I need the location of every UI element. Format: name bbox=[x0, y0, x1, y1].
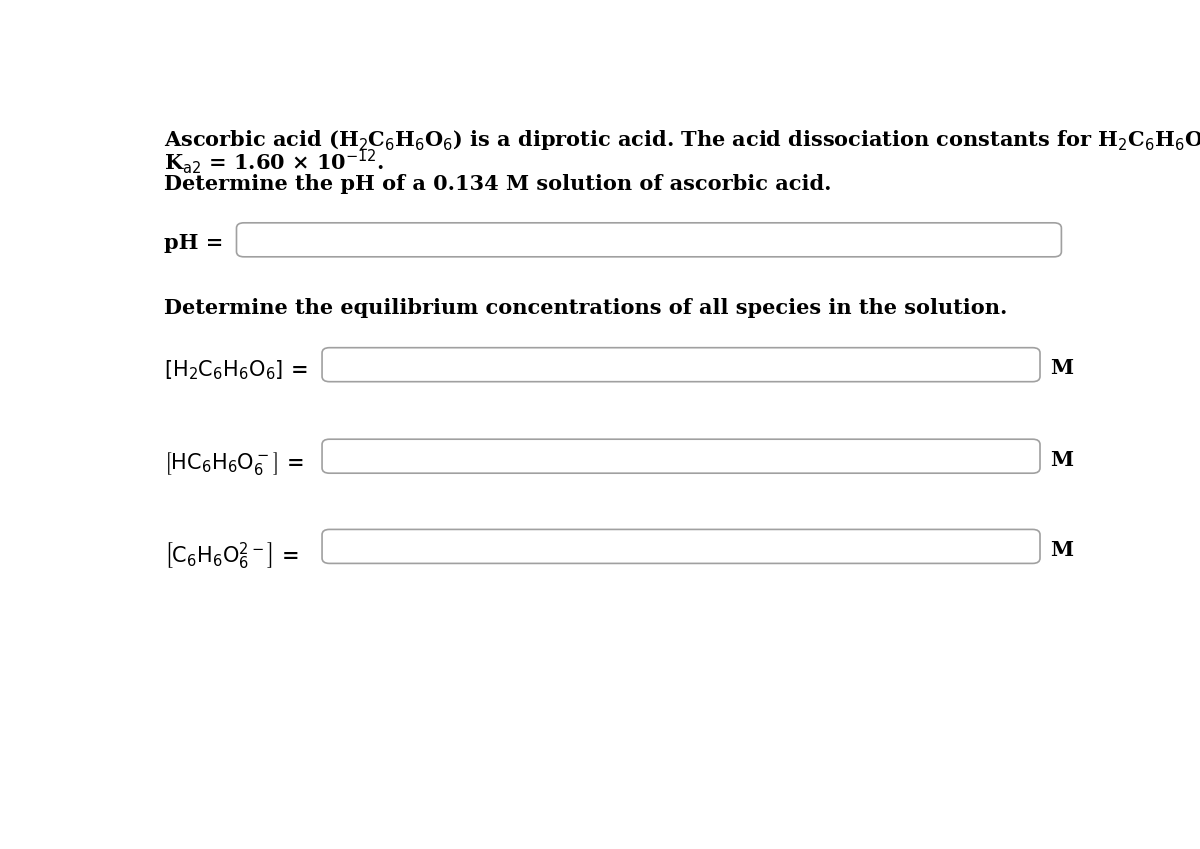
FancyBboxPatch shape bbox=[322, 439, 1040, 473]
Text: pH =: pH = bbox=[164, 233, 223, 253]
Text: $\left[\mathrm{H_2C_6H_6O_6}\right]$ =: $\left[\mathrm{H_2C_6H_6O_6}\right]$ = bbox=[164, 358, 307, 382]
Text: $\left[\mathrm{C_6H_6O_6^{2-}}\right]$ =: $\left[\mathrm{C_6H_6O_6^{2-}}\right]$ = bbox=[164, 540, 299, 571]
Text: M: M bbox=[1050, 358, 1073, 378]
Text: Ascorbic acid (H$_2$C$_6$H$_6$O$_6$) is a diprotic acid. The acid dissociation c: Ascorbic acid (H$_2$C$_6$H$_6$O$_6$) is … bbox=[164, 125, 1200, 154]
Text: M: M bbox=[1050, 450, 1073, 469]
Text: Determine the equilibrium concentrations of all species in the solution.: Determine the equilibrium concentrations… bbox=[164, 298, 1007, 318]
FancyBboxPatch shape bbox=[236, 222, 1062, 256]
Text: Determine the pH of a 0.134 M solution of ascorbic acid.: Determine the pH of a 0.134 M solution o… bbox=[164, 174, 832, 194]
Text: $\left[\mathrm{HC_6H_6O_6^-}\right]$ =: $\left[\mathrm{HC_6H_6O_6^-}\right]$ = bbox=[164, 450, 304, 476]
Text: M: M bbox=[1050, 540, 1073, 559]
FancyBboxPatch shape bbox=[322, 530, 1040, 564]
Text: K$_{\mathrm{a2}}$ = 1.60 × 10$^{-12}$.: K$_{\mathrm{a2}}$ = 1.60 × 10$^{-12}$. bbox=[164, 148, 384, 177]
FancyBboxPatch shape bbox=[322, 348, 1040, 382]
